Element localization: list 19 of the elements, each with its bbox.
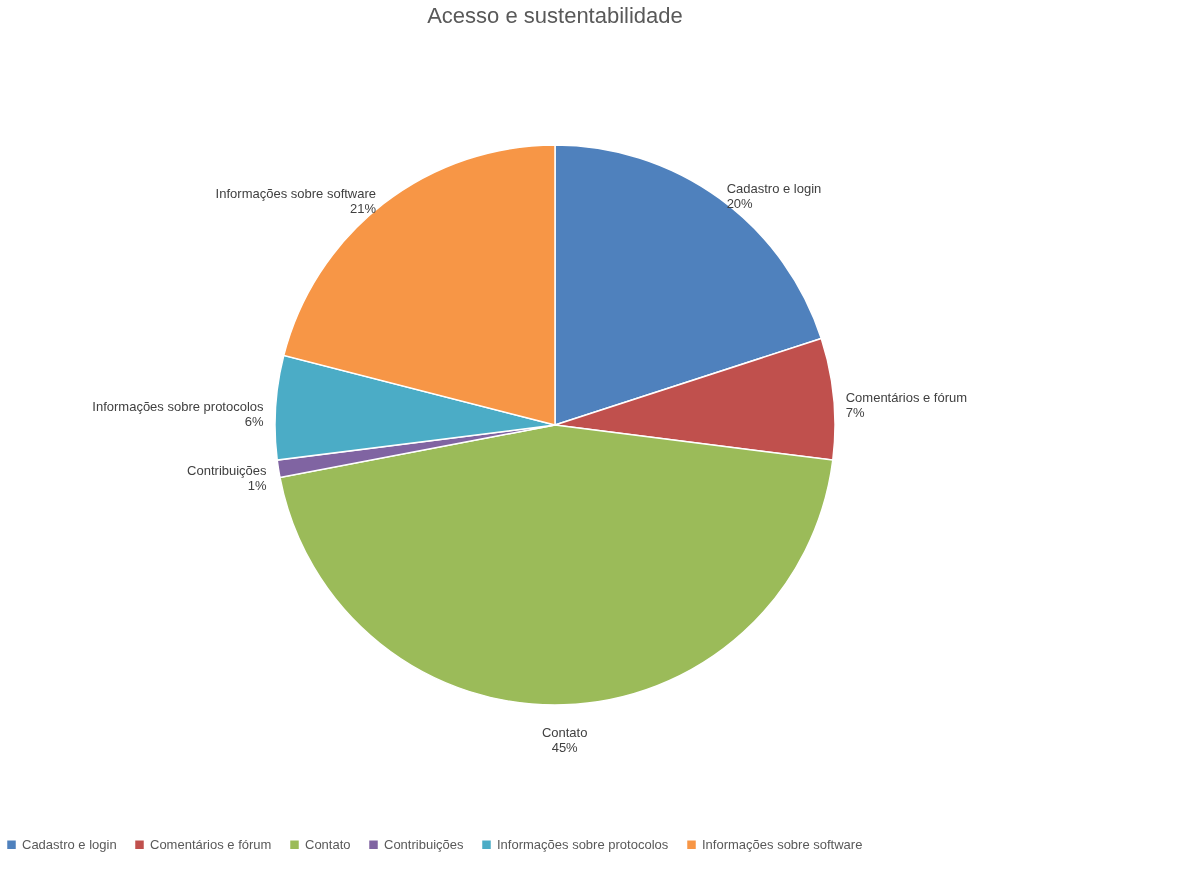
slice-label: Contribuições [187,462,268,478]
legend-label: Contribuições [384,836,464,852]
slice-label: Informações sobre software [215,186,377,202]
data-label: 6% [244,413,265,429]
slice-label: Comentários e fórum [845,389,968,405]
legend-label: Comentários e fórum [150,836,272,852]
legend-label: Informações sobre protocolos [497,836,669,852]
slice-label: Contato [541,724,588,740]
chart-title: Acesso e sustentabilidade [427,3,683,28]
legend-label: Informações sobre software [702,836,863,852]
slice-label: Informações sobre protocolos [92,398,265,414]
data-label: 20% [726,195,754,211]
legend-label: Cadastro e login [22,836,117,852]
slice-label: Cadastro e login [726,180,822,196]
data-label: 45% [551,739,579,755]
legend-label: Contato [305,836,351,852]
data-label: 21% [350,201,377,217]
data-label: 1% [247,477,268,493]
data-label: 7% [845,404,865,420]
